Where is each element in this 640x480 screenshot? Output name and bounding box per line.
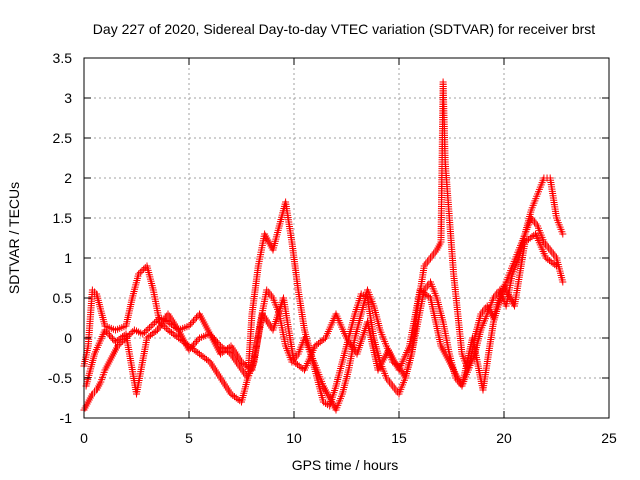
x-tick-label: 25 — [601, 430, 617, 446]
data-point-interp — [188, 343, 196, 351]
data-point — [101, 326, 109, 334]
data-point-interp — [187, 320, 194, 328]
data-point-interp — [551, 261, 559, 269]
data-point — [139, 330, 147, 338]
data-points — [80, 78, 567, 414]
y-tick-label: 1 — [64, 250, 72, 266]
data-point-interp — [191, 339, 199, 347]
x-tick-label: 10 — [286, 430, 302, 446]
data-point-interp — [140, 328, 148, 336]
data-point-interp — [106, 331, 113, 339]
data-point — [147, 322, 155, 330]
data-point-interp — [138, 267, 146, 275]
data-point-interp — [103, 328, 110, 336]
data-point — [185, 346, 193, 354]
data-point-interp — [191, 315, 199, 323]
x-tick-label: 5 — [185, 430, 193, 446]
data-point-interp — [149, 320, 157, 328]
data-point-interp — [129, 328, 137, 336]
data-point — [185, 322, 193, 330]
data-point-interp — [104, 329, 112, 337]
data-point-interp — [107, 333, 115, 341]
data-point — [135, 270, 143, 278]
plot-frame — [83, 57, 610, 419]
data-point-interp — [320, 335, 328, 343]
data-point-interp — [142, 327, 150, 335]
data-point-interp — [151, 319, 159, 327]
data-point-interp — [109, 335, 116, 343]
data-point-interp — [187, 344, 194, 352]
y-tick-label: 3.5 — [53, 50, 73, 66]
x-tick-label: 20 — [496, 430, 512, 446]
data-point-interp — [188, 319, 196, 327]
data-point-interp — [136, 268, 144, 276]
data-point — [553, 262, 560, 270]
y-tick-label: 2.5 — [53, 130, 73, 146]
data-point-interp — [193, 337, 200, 345]
data-point-interp — [144, 325, 152, 333]
data-point-interp — [225, 343, 233, 351]
x-tick-label: 0 — [80, 430, 88, 446]
data-point-interp — [152, 327, 160, 335]
data-point-interp — [190, 317, 197, 325]
data-point-interp — [190, 341, 197, 349]
x-tick-label: 15 — [391, 430, 407, 446]
data-point-interp — [204, 357, 212, 365]
y-tick-label: 1.5 — [53, 210, 73, 226]
data-point-interp — [146, 324, 154, 332]
y-tick-label: 0 — [64, 330, 72, 346]
data-point — [559, 278, 567, 286]
y-tick-label: -0.5 — [48, 370, 72, 386]
y-tick-label: 3 — [64, 90, 72, 106]
data-point-interp — [162, 324, 170, 332]
axis-ticks: 0 5 10 15 20 25 -1 -0.5 0 0.5 1 1.5 2 2.5 3 3.5 — [48, 50, 617, 446]
data-point-interp — [425, 293, 433, 301]
y-tick-label: 0.5 — [53, 290, 73, 306]
data-point-interp — [127, 329, 135, 337]
data-point — [559, 230, 567, 238]
y-tick-label: 2 — [64, 170, 72, 186]
data-point-interp — [140, 265, 148, 273]
x-axis-label: GPS time / hours — [292, 457, 399, 473]
data-point-interp — [125, 331, 133, 339]
y-tick-label: -1 — [60, 410, 73, 426]
y-axis-label: SDTVAR / TECUs — [6, 182, 22, 294]
data-point-interp — [194, 336, 202, 344]
data-point-interp — [193, 313, 200, 321]
data-point-interp — [152, 317, 160, 325]
chart-title: Day 227 of 2020, Sidereal Day-to-day VTE… — [93, 21, 595, 37]
